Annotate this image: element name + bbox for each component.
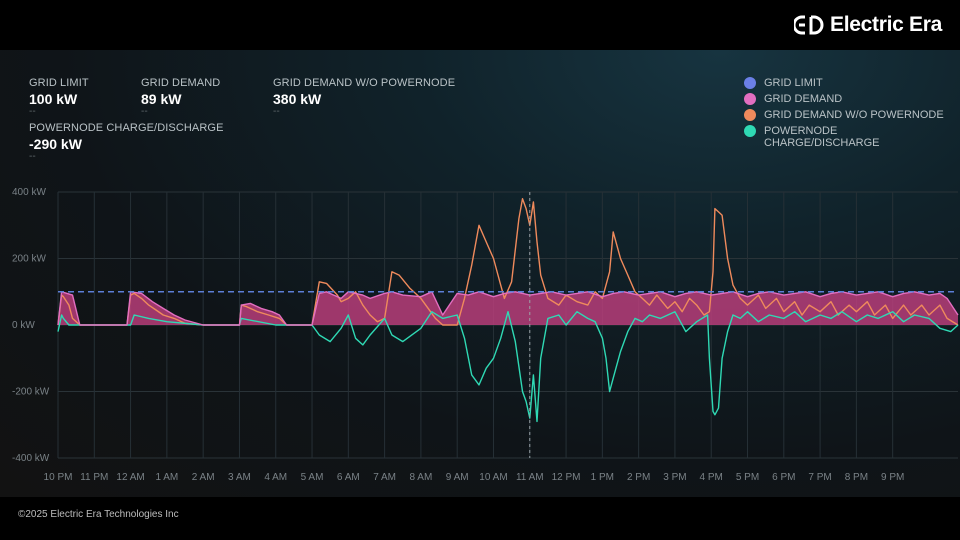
x-tick-label: 6 PM: [772, 472, 795, 483]
stat-label: GRID LIMIT: [29, 77, 89, 89]
x-tick-label: 4 AM: [264, 472, 287, 483]
power-chart[interactable]: 400 kW 200 kW 0 kW -200 kW -400 kW 10 PM 11 PM…: [0, 50, 960, 497]
x-tick-label: 11 PM: [80, 472, 108, 483]
stat-value: 100 kW: [29, 91, 78, 107]
stat-value: 89 kW: [141, 91, 182, 107]
x-tick-label: 5 AM: [301, 472, 324, 483]
chart-panel: 400 kW 200 kW 0 kW -200 kW -400 kW 10 PM 11 PM…: [0, 50, 960, 497]
x-tick-label: 8 PM: [845, 472, 868, 483]
x-tick-label: 3 PM: [663, 472, 686, 483]
brand: Electric Era: [794, 13, 942, 37]
y-tick-label: -200 kW: [12, 387, 50, 398]
x-tick-label: 8 AM: [410, 472, 433, 483]
x-tick-label: 7 PM: [808, 472, 831, 483]
stat-grid-demand: GRID DEMAND 89 kW --: [141, 77, 220, 117]
legend-label: GRID DEMAND: [764, 93, 843, 105]
stat-sub: --: [29, 151, 36, 162]
stat-sub: --: [273, 106, 280, 117]
x-tick-label: 2 PM: [627, 472, 650, 483]
stat-sub: --: [29, 106, 36, 117]
brand-name: Electric Era: [830, 13, 942, 36]
legend-label: POWERNODE CHARGE/DISCHARGE: [764, 125, 880, 149]
x-tick-label: 10 PM: [44, 472, 73, 483]
stat-grid-demand-without-powernode: GRID DEMAND W/O POWERNODE 380 kW --: [273, 77, 455, 117]
y-tick-label: -400 kW: [12, 453, 50, 464]
legend-dot: [744, 93, 756, 105]
x-tick-label: 12 AM: [116, 472, 144, 483]
stat-value: 380 kW: [273, 91, 322, 107]
legend-dot: [744, 77, 756, 89]
stat-grid-limit: GRID LIMIT 100 kW --: [29, 77, 89, 117]
x-tick-label: 9 AM: [446, 472, 469, 483]
chart-legend: GRID LIMIT GRID DEMAND GRID DEMAND W/O P…: [744, 77, 960, 153]
y-tick-label: 200 kW: [12, 254, 46, 265]
electric-era-logo-icon: [794, 15, 824, 35]
legend-item-grid-limit[interactable]: GRID LIMIT: [744, 77, 960, 89]
x-tick-label: 1 PM: [591, 472, 614, 483]
x-tick-label: 6 AM: [337, 472, 360, 483]
stat-label: GRID DEMAND: [141, 77, 221, 89]
x-tick-label: 3 AM: [228, 472, 251, 483]
x-tick-label: 5 PM: [736, 472, 759, 483]
x-tick-label: 7 AM: [373, 472, 396, 483]
stat-powernode-charge-discharge: POWERNODE CHARGE/DISCHARGE -290 kW --: [29, 122, 224, 162]
stat-sub: --: [141, 106, 148, 117]
legend-dot: [744, 125, 756, 137]
legend-item-grid-demand[interactable]: GRID DEMAND: [744, 93, 960, 105]
top-bar: Electric Era: [0, 0, 960, 50]
copyright-text: ©2025 Electric Era Technologies Inc: [18, 509, 179, 520]
legend-item-powernode-charge-discharge[interactable]: POWERNODE CHARGE/DISCHARGE: [744, 125, 960, 149]
x-tick-label: 12 PM: [552, 472, 581, 483]
legend-dot: [744, 109, 756, 121]
overlays: [58, 192, 958, 458]
legend-label: GRID DEMAND W/O POWERNODE: [764, 109, 944, 121]
stat-label: GRID DEMAND W/O POWERNODE: [273, 77, 456, 89]
x-tick-label: 1 AM: [155, 472, 178, 483]
y-tick-label: 400 kW: [12, 187, 46, 198]
y-tick-label: 0 kW: [12, 320, 35, 331]
series-line-powernode-charge-discharge: [57, 311, 959, 423]
x-tick-label: 2 AM: [192, 472, 215, 483]
stat-value: -290 kW: [29, 136, 82, 152]
stat-label: POWERNODE CHARGE/DISCHARGE: [29, 122, 224, 134]
series-line-grid-demand: [57, 291, 959, 326]
legend-label: GRID LIMIT: [764, 77, 823, 89]
legend-item-grid-demand-without-powernode[interactable]: GRID DEMAND W/O POWERNODE: [744, 109, 960, 121]
x-tick-label: 11 AM: [516, 472, 544, 483]
series-lines: [57, 198, 959, 423]
x-tick-label: 4 PM: [700, 472, 723, 483]
footer: ©2025 Electric Era Technologies Inc: [0, 497, 960, 540]
x-tick-label: 10 AM: [479, 472, 507, 483]
x-tick-label: 9 PM: [881, 472, 904, 483]
axis-labels: 400 kW 200 kW 0 kW -200 kW -400 kW 10 PM 11 PM…: [12, 187, 904, 483]
